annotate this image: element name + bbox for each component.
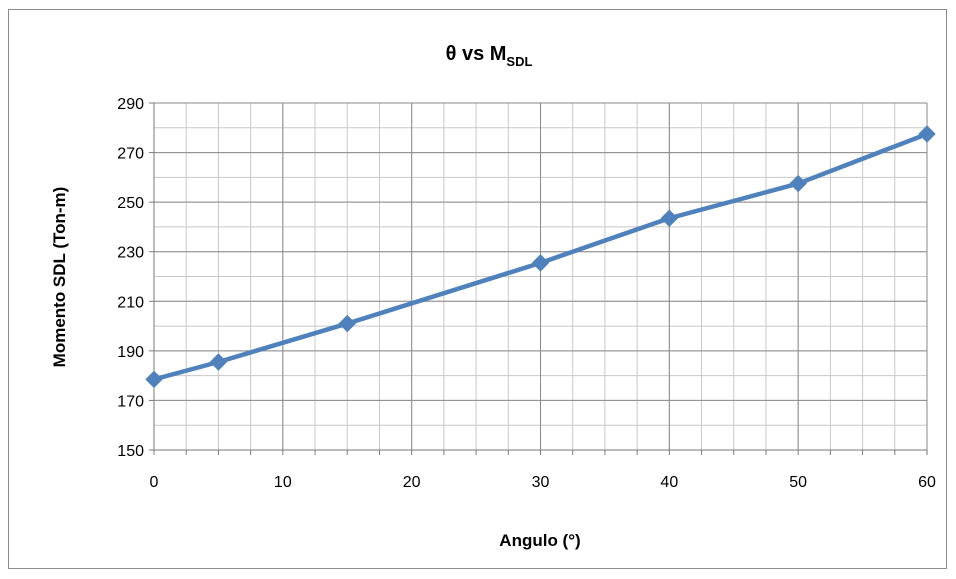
data-point-marker [660,209,679,227]
data-point-marker [145,370,163,389]
x-tick-label: 50 [789,474,807,491]
y-tick-label: 170 [117,393,144,410]
y-tick-label: 150 [117,443,144,460]
axes [149,102,928,455]
data-point-marker [531,254,550,272]
x-tick-label: 30 [532,474,550,491]
x-tick-label: 10 [274,474,292,491]
data-point-marker [918,125,936,143]
y-tick-label: 230 [117,245,144,262]
y-tick-label: 210 [117,294,144,311]
x-tick-label: 40 [660,474,678,491]
series [145,125,936,389]
y-tick-label: 250 [117,195,144,212]
x-tick-label: 60 [918,474,936,491]
x-tick-label: 0 [150,474,159,491]
x-axis-title: Angulo (°) [499,531,580,550]
x-tick-labels: 0 10 20 30 40 50 60 [150,474,936,491]
y-tick-label: 190 [117,344,144,361]
x-tick-label: 20 [403,474,421,491]
chart-title-main: θ vs M [446,43,507,65]
data-point-marker [789,174,807,193]
y-tick-label: 270 [117,146,144,163]
y-tick-label: 290 [117,96,144,113]
y-tick-labels: 150 170 190 210 230 250 270 290 [117,96,144,460]
chart-frame [8,9,947,569]
y-axis-title: Momento SDL (Ton-m) [50,187,69,368]
chart-title: θ vs MSDL [446,43,533,69]
chart-title-subscript: SDL [506,54,532,69]
data-point-marker [338,314,356,333]
data-point-marker [209,353,228,371]
